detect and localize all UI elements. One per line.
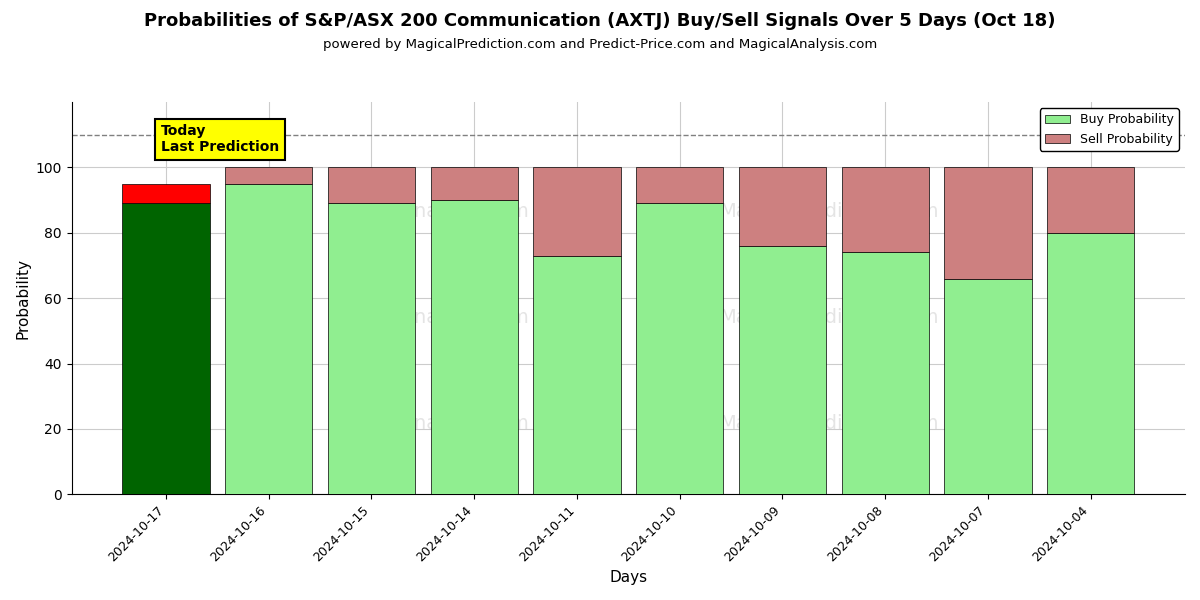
X-axis label: Days: Days xyxy=(610,570,647,585)
Bar xyxy=(533,256,620,494)
Text: MagicalAnalysis.com: MagicalAnalysis.com xyxy=(326,414,529,433)
Bar xyxy=(636,167,724,203)
Bar xyxy=(431,167,518,200)
Bar xyxy=(944,278,1032,494)
Bar xyxy=(122,184,210,203)
Bar xyxy=(533,167,620,256)
Text: powered by MagicalPrediction.com and Predict-Price.com and MagicalAnalysis.com: powered by MagicalPrediction.com and Pre… xyxy=(323,38,877,51)
Bar xyxy=(328,167,415,203)
Bar xyxy=(431,200,518,494)
Text: MagicalPrediction.com: MagicalPrediction.com xyxy=(719,202,938,221)
Bar xyxy=(841,253,929,494)
Bar xyxy=(226,167,312,184)
Bar xyxy=(841,167,929,253)
Text: MagicalAnalysis.com: MagicalAnalysis.com xyxy=(326,202,529,221)
Bar xyxy=(328,203,415,494)
Bar xyxy=(1048,233,1134,494)
Text: Probabilities of S&P/ASX 200 Communication (AXTJ) Buy/Sell Signals Over 5 Days (: Probabilities of S&P/ASX 200 Communicati… xyxy=(144,12,1056,30)
Bar xyxy=(739,167,826,246)
Bar xyxy=(944,167,1032,278)
Text: Today
Last Prediction: Today Last Prediction xyxy=(161,124,280,154)
Bar xyxy=(1048,167,1134,233)
Bar xyxy=(739,246,826,494)
Bar xyxy=(226,184,312,494)
Bar xyxy=(636,203,724,494)
Bar xyxy=(122,203,210,494)
Text: MagicalPrediction.com: MagicalPrediction.com xyxy=(719,414,938,433)
Text: MagicalPrediction.com: MagicalPrediction.com xyxy=(719,308,938,327)
Text: MagicalAnalysis.com: MagicalAnalysis.com xyxy=(326,308,529,327)
Legend: Buy Probability, Sell Probability: Buy Probability, Sell Probability xyxy=(1040,108,1178,151)
Y-axis label: Probability: Probability xyxy=(16,257,30,338)
